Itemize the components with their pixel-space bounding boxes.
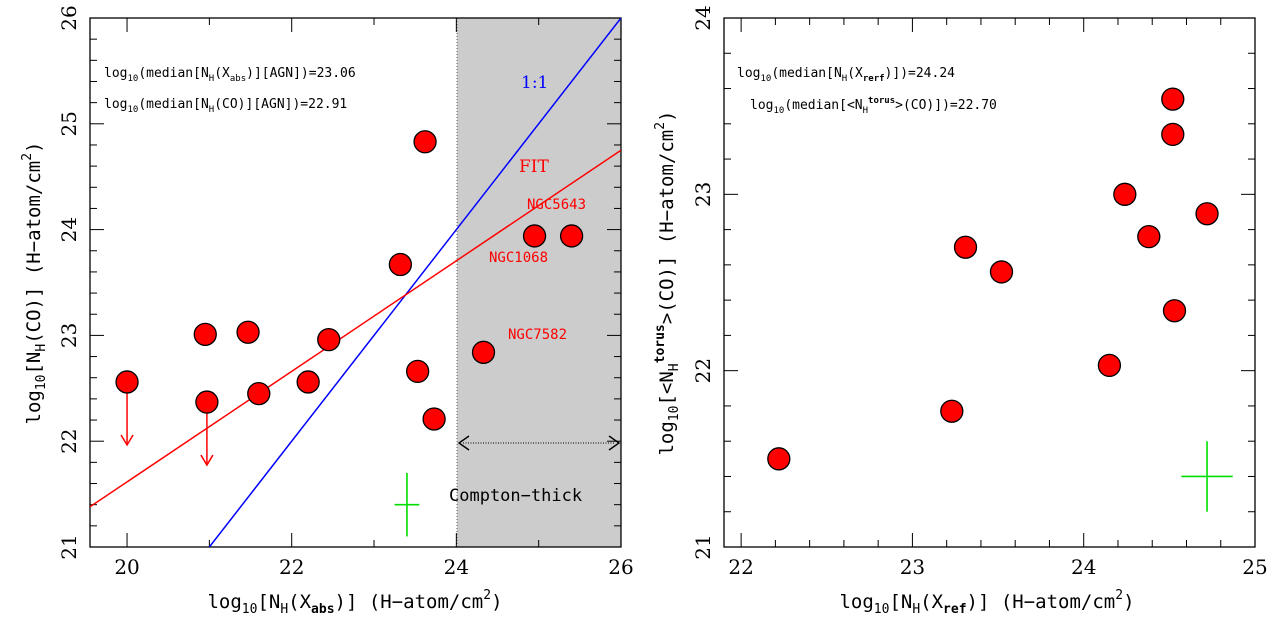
left-plot-frame [89,17,622,548]
y-tick-label: 22 [691,358,715,383]
x-tick-label: 25 [1242,555,1267,579]
ngc5643-label: NGC5643 [527,197,586,213]
median-abs-annotation: log10(median[NH(Xabs)][AGN])=23.06 [104,66,356,84]
x-tick-label: 24 [444,555,469,579]
data-point [388,252,413,277]
data-point [317,327,341,352]
left-lines [90,18,621,547]
compton-thick-region [457,18,621,547]
data-point [767,447,791,471]
x-tick-label: 22 [728,555,753,579]
data-point [989,260,1014,284]
right-y-axis-label: log10[<NHtorus>(CO)] (H−atom/cm2) [653,110,682,455]
data-point [247,381,271,406]
left-panel: 20 22 24 26 21 22 23 24 25 26 log10(median[NH(Xab… [20,5,634,617]
data-point [522,224,547,248]
data-point [193,322,217,346]
data-point [1161,87,1185,111]
y-tick-label: 23 [691,182,715,207]
one_to_one-line [208,18,621,547]
y-tick-label: 25 [57,111,81,136]
x-tick-label: 20 [114,555,139,579]
right-ticks: 22 23 24 25 21 22 23 24 [691,5,1268,579]
data-point [422,407,446,431]
right-plot-frame [723,17,1256,548]
data-point [296,370,320,394]
x-tick-label: 22 [279,555,304,579]
data-point [953,235,978,259]
left-ticks: 20 22 24 26 21 22 23 24 25 26 [57,5,634,579]
data-point [471,340,496,364]
x-tick-label: 26 [608,555,633,579]
ngc1068-label: NGC1068 [489,250,548,266]
data-point [413,130,437,154]
compton-thick-arrow [457,435,621,451]
median-torus-annotation: log10(median[<NHtorus>(CO)])=22.70 [750,96,997,116]
one-to-one-label: 1:1 [521,73,548,93]
upper-limit-arrow-head [200,454,214,467]
data-point [1161,122,1185,147]
left-error-cross [394,472,420,537]
data-point [1162,299,1187,323]
y-tick-label: 24 [57,217,81,242]
right-points [767,87,1219,471]
data-point [1137,225,1161,249]
y-tick-label: 21 [57,534,81,559]
right-panel: 22 23 24 25 21 22 23 24 log10(median[NH(Xrerf)]… [653,5,1268,617]
median-ref-annotation: log10(median[NH(Xrerf)])=24.24 [737,66,955,84]
y-tick-label: 24 [691,5,715,30]
data-point [195,390,219,414]
data-point [115,370,139,394]
data-point [940,399,964,423]
fit-label: FIT [519,157,550,177]
data-point [1097,353,1122,378]
compton-thick-label: Compton−thick [449,486,582,506]
x-tick-label: 23 [900,555,925,579]
left-y-axis-label: log10[NH(CO)] (H−atom/cm2) [20,141,49,424]
data-point [559,224,584,248]
left-x-axis-label: log10[NH(Xabs)] (H−atom/cm2) [207,588,502,617]
data-point [406,359,430,384]
y-tick-label: 22 [57,428,81,453]
data-point [1195,202,1219,226]
data-point [236,320,260,344]
x-tick-label: 24 [1071,555,1096,579]
right-x-axis-label: log10[NH(Xref)] (H−atom/cm2) [839,588,1134,617]
fit-line [90,149,621,508]
upper-limit-arrow-head [120,434,134,447]
y-tick-label: 21 [691,534,715,559]
median-co-annotation: log10(median[NH(CO)][AGN])=22.91 [104,97,347,115]
y-tick-label: 23 [57,323,81,348]
right-error-cross [1181,441,1233,512]
ngc7582-label: NGC7582 [508,327,567,343]
y-tick-label: 26 [57,5,81,30]
left-points [115,130,584,467]
data-point [1113,182,1137,206]
